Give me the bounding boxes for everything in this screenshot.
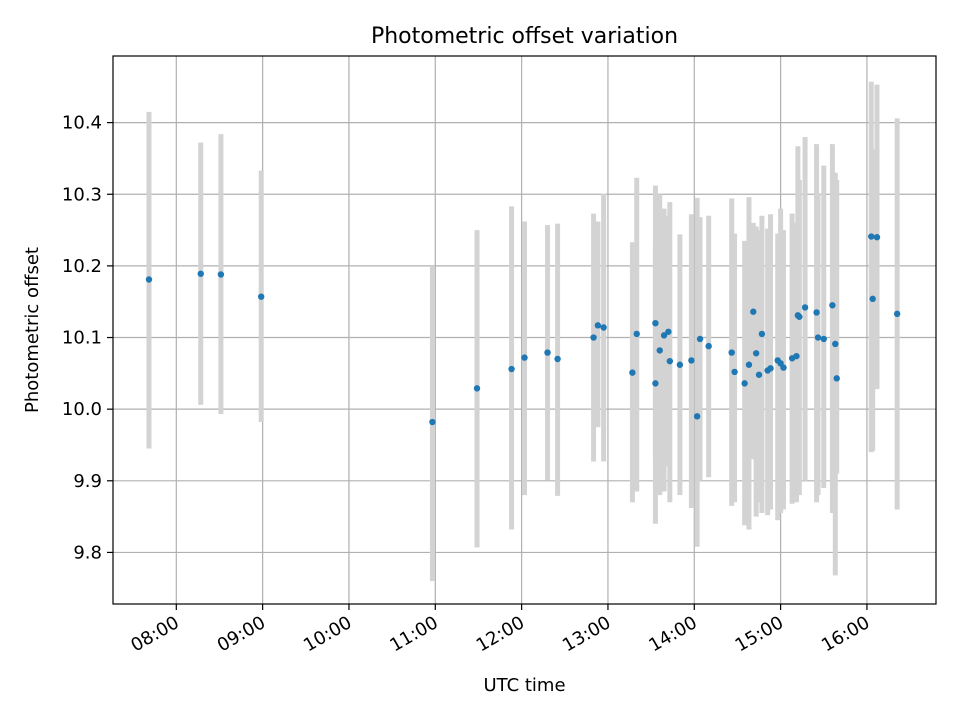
y-tick-label: 10.2 — [62, 256, 102, 277]
data-point — [554, 355, 561, 363]
data-point — [594, 322, 602, 329]
y-axis: 9.8 9.9 10.0 10.1 10.2 10.3 10.4 — [62, 113, 113, 563]
data-point — [666, 357, 674, 365]
data-point — [429, 418, 436, 426]
data-point — [833, 375, 840, 382]
data-point — [752, 350, 760, 357]
data-point — [758, 330, 766, 338]
error-bars — [146, 81, 900, 582]
data-point — [832, 340, 839, 348]
data-point — [731, 368, 738, 376]
data-point — [741, 380, 748, 387]
data-point — [629, 369, 636, 376]
data-point — [696, 335, 704, 343]
data-point — [780, 364, 787, 371]
x-tick-label: 08:00 — [127, 612, 182, 656]
data-point — [745, 361, 753, 368]
data-point — [801, 304, 809, 311]
x-axis-label: UTC time — [483, 675, 565, 696]
data-point — [705, 342, 712, 350]
y-tick-label: 9.8 — [73, 542, 102, 563]
data-point — [257, 293, 265, 300]
data-point — [868, 233, 875, 240]
data-point — [676, 361, 684, 368]
x-tick-label: 14:00 — [645, 612, 700, 656]
data-point — [544, 349, 551, 356]
x-tick-label: 13:00 — [559, 612, 614, 656]
data-point — [796, 313, 803, 320]
data-point — [652, 380, 659, 387]
y-tick-label: 10.1 — [62, 328, 102, 349]
data-point — [590, 334, 597, 341]
x-tick-label: 15:00 — [732, 612, 787, 656]
y-tick-label: 10.0 — [62, 399, 102, 420]
data-point — [688, 357, 695, 364]
y-axis-label: Photometric offset — [22, 247, 43, 413]
x-tick-label: 09:00 — [214, 612, 269, 656]
x-axis: 08:00 09:00 10:00 11:00 12:00 13:00 14:00 15:00… — [127, 604, 873, 656]
data-point — [820, 335, 827, 343]
x-tick-label: 11:00 — [386, 612, 441, 656]
data-point — [793, 352, 800, 360]
data-point — [217, 271, 225, 278]
data-point — [767, 365, 774, 372]
data-point — [633, 330, 640, 338]
data-point — [473, 385, 481, 392]
data-point — [660, 332, 668, 339]
data-point — [728, 349, 735, 356]
data-point — [814, 334, 822, 341]
data-point — [508, 365, 515, 373]
data-point — [750, 308, 757, 315]
data-point — [197, 270, 204, 277]
plot-frame — [112, 55, 937, 605]
data-point — [893, 310, 901, 318]
x-tick-label: 16:00 — [818, 612, 873, 656]
x-tick-label: 12:00 — [473, 612, 528, 656]
data-points — [145, 233, 901, 426]
data-point — [693, 413, 701, 420]
y-tick-label: 10.4 — [62, 113, 102, 134]
chart-title: Photometric offset variation — [371, 24, 678, 49]
data-point — [755, 371, 763, 378]
data-point — [521, 354, 528, 361]
data-point — [829, 302, 836, 309]
data-point — [656, 347, 663, 354]
x-tick-label: 10:00 — [300, 612, 355, 656]
data-point — [869, 295, 876, 303]
data-point — [145, 276, 153, 283]
data-point — [665, 328, 672, 335]
data-point — [600, 324, 607, 331]
data-point — [813, 309, 820, 316]
y-tick-label: 9.9 — [73, 471, 102, 492]
y-tick-label: 10.3 — [62, 184, 102, 205]
data-point — [873, 234, 881, 241]
data-point — [652, 319, 659, 327]
